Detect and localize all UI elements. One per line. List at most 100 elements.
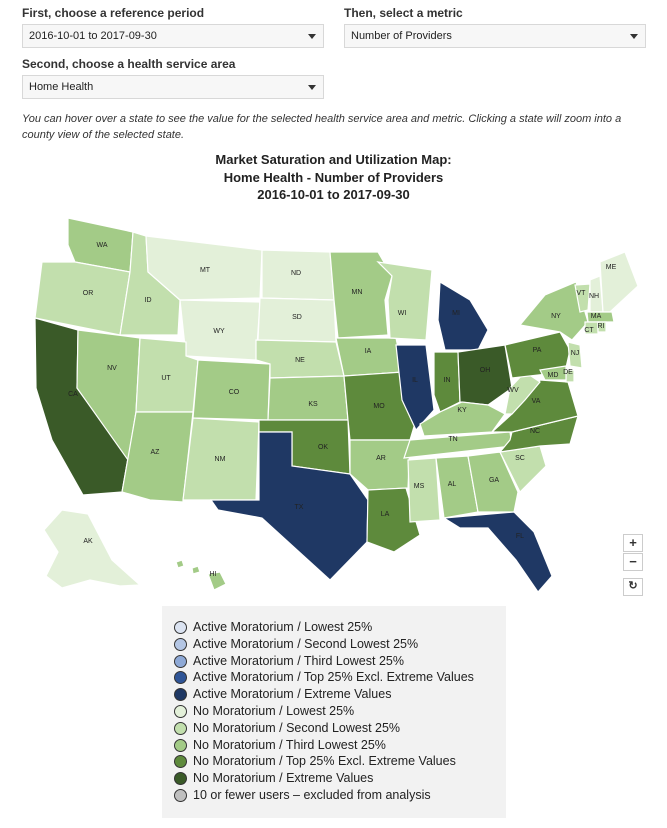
legend-item: Active Moratorium / Third Lowest 25%	[174, 654, 404, 671]
legend-item: No Moratorium / Lowest 25%	[174, 704, 354, 721]
state-label-il: IL	[412, 377, 418, 384]
state-label-wv: WV	[507, 387, 519, 394]
legend-swatch-icon	[174, 738, 187, 752]
legend-swatch-icon	[174, 755, 187, 769]
state-nj[interactable]	[567, 341, 583, 369]
state-label-ca: CA	[68, 391, 78, 398]
state-il[interactable]	[395, 344, 435, 432]
state-vt[interactable]	[574, 283, 591, 313]
state-label-ks: KS	[308, 401, 318, 408]
legend-item: No Moratorium / Second Lowest 25%	[174, 721, 400, 738]
state-wi[interactable]	[376, 261, 433, 341]
state-ky[interactable]	[419, 401, 506, 437]
reset-zoom-button[interactable]: ↻	[623, 578, 643, 596]
metric-label: Then, select a metric	[344, 6, 463, 20]
state-label-ms: MS	[414, 483, 425, 490]
state-label-mn: MN	[352, 289, 363, 296]
legend-swatch-icon	[174, 789, 187, 802]
state-label-tx: TX	[295, 504, 304, 511]
state-ri[interactable]	[597, 321, 607, 333]
legend-item: No Moratorium / Third Lowest 25%	[174, 738, 386, 755]
state-label-ia: IA	[365, 348, 372, 355]
period-select[interactable]: 2016-10-01 to 2017-09-30	[22, 24, 324, 48]
state-pa[interactable]	[504, 331, 571, 379]
state-mn[interactable]	[329, 251, 393, 339]
state-label-ny: NY	[551, 313, 561, 320]
zoom-out-button[interactable]: −	[623, 553, 643, 571]
chevron-down-icon	[308, 34, 316, 39]
legend-item: 10 or fewer users – excluded from analys…	[174, 788, 431, 805]
state-me[interactable]	[599, 251, 639, 313]
state-label-fl: FL	[516, 533, 524, 540]
service-label: Second, choose a health service area	[22, 57, 236, 71]
zoom-in-button[interactable]: +	[623, 534, 643, 552]
state-label-nh: NH	[589, 293, 599, 300]
state-label-wa: WA	[96, 242, 107, 249]
state-fl[interactable]	[442, 511, 553, 593]
legend-label: No Moratorium / Third Lowest 25%	[193, 737, 386, 752]
period-label: First, choose a reference period	[22, 6, 205, 20]
us-map: WA OR CA ID NV MT WY UT AZ CO NM ND SD NE KS OK TX MN IA MO…	[34, 217, 639, 593]
state-label-nj: NJ	[571, 350, 580, 357]
state-label-md: MD	[548, 372, 559, 379]
state-ms[interactable]	[407, 457, 441, 523]
legend-swatch-icon	[174, 688, 187, 702]
chevron-down-icon	[630, 34, 638, 39]
state-md[interactable]	[539, 365, 567, 381]
state-label-in: IN	[444, 377, 451, 384]
period-select-value: 2016-10-01 to 2017-09-30	[29, 30, 157, 42]
state-mt[interactable]	[145, 235, 263, 301]
state-label-ut: UT	[161, 375, 171, 382]
map-title-line3: 2016-10-01 to 2017-09-30	[257, 187, 410, 202]
service-select[interactable]: Home Health	[22, 75, 324, 99]
state-label-me: ME	[606, 264, 617, 271]
legend-swatch-icon	[174, 654, 187, 668]
state-label-ok: OK	[318, 444, 328, 451]
state-label-ne: NE	[295, 357, 305, 364]
state-oh[interactable]	[457, 344, 513, 406]
legend-label: Active Moratorium / Extreme Values	[193, 687, 392, 702]
state-hi[interactable]	[175, 559, 227, 591]
state-label-or: OR	[83, 290, 94, 297]
legend-swatch-icon	[174, 621, 187, 634]
legend-label: Active Moratorium / Lowest 25%	[193, 620, 373, 634]
legend-item: Active Moratorium / Second Lowest 25%	[174, 637, 418, 654]
legend-item: No Moratorium / Extreme Values	[174, 771, 373, 788]
legend-label: Active Moratorium / Third Lowest 25%	[193, 653, 404, 668]
state-label-ky: KY	[457, 407, 467, 414]
legend-item: Active Moratorium / Lowest 25%	[174, 620, 372, 637]
state-label-sd: SD	[292, 314, 302, 321]
state-label-vt: VT	[577, 290, 587, 297]
legend: Active Moratorium / Lowest 25% Active Mor…	[162, 606, 506, 818]
legend-swatch-icon	[174, 705, 187, 718]
state-label-wi: WI	[398, 310, 407, 317]
state-label-al: AL	[448, 481, 457, 488]
legend-swatch-icon	[174, 772, 187, 786]
legend-label: Active Moratorium / Top 25% Excl. Extrem…	[193, 670, 474, 685]
state-label-co: CO	[229, 389, 240, 396]
state-ks[interactable]	[267, 375, 349, 421]
legend-label: No Moratorium / Lowest 25%	[193, 704, 355, 718]
state-mi[interactable]	[437, 280, 489, 351]
state-label-hi: HI	[210, 571, 217, 578]
legend-swatch-icon	[174, 721, 187, 735]
hint-text: You can hover over a state to see the va…	[22, 113, 622, 141]
state-tx[interactable]	[209, 431, 369, 581]
legend-swatch-icon	[174, 671, 187, 685]
state-label-ar: AR	[376, 455, 386, 462]
state-wv[interactable]	[504, 371, 541, 415]
state-ia[interactable]	[335, 337, 404, 377]
state-ga[interactable]	[467, 451, 519, 513]
metric-select[interactable]: Number of Providers	[344, 24, 646, 48]
service-select-value: Home Health	[29, 81, 94, 93]
chevron-down-icon	[308, 85, 316, 90]
state-label-tn: TN	[448, 436, 457, 443]
state-ct[interactable]	[584, 321, 599, 335]
state-ak[interactable]	[43, 509, 142, 589]
state-la[interactable]	[366, 487, 421, 553]
state-label-ct: CT	[584, 327, 594, 334]
state-label-sc: SC	[515, 455, 525, 462]
state-ar[interactable]	[349, 439, 411, 491]
state-label-az: AZ	[151, 449, 161, 456]
state-ma[interactable]	[586, 311, 615, 323]
